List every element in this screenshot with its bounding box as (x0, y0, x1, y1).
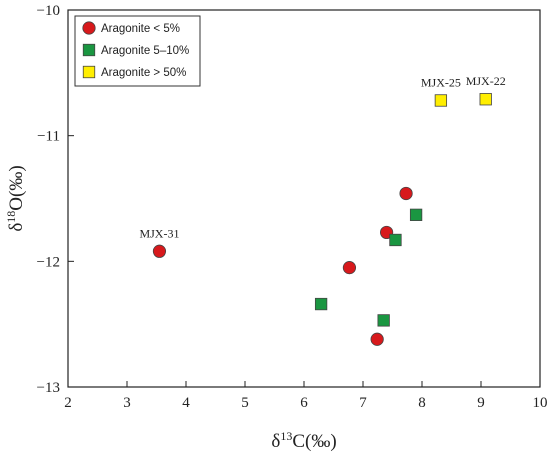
x-tick-label: 4 (182, 395, 190, 411)
y-tick-label: −11 (37, 129, 60, 145)
data-point-series-1 (370, 332, 384, 346)
data-point-series-2 (389, 233, 402, 247)
x-tick-label: 3 (123, 395, 131, 411)
legend-swatch-1 (82, 21, 96, 35)
data-point-series-3 (479, 93, 492, 106)
legend-label: Aragonite 5–10% (101, 45, 189, 57)
legend-label: Aragonite > 50% (101, 67, 186, 79)
data-point-series-3 (434, 94, 448, 107)
data-point-series-1 (152, 244, 167, 258)
x-axis-title-sup: 13 (280, 429, 292, 443)
legend-box (74, 15, 201, 87)
axis-titles: δ13C(‰) δ18O(‰) (4, 165, 337, 452)
x-tick-label: 6 (300, 395, 308, 411)
x-tick-label: 5 (241, 395, 249, 411)
y-axis-title-prefix: δ (6, 223, 27, 232)
legend-label: Aragonite < 5% (101, 23, 180, 35)
data-point-series-1 (399, 186, 413, 201)
point-annotation: MJX-31 (139, 226, 179, 240)
point-annotation: MJX-22 (466, 74, 506, 88)
y-axis-title-sup: 18 (4, 211, 18, 223)
y-tick-label: −12 (37, 254, 60, 270)
x-tick-label: 7 (359, 395, 367, 411)
data-point-series-2 (377, 314, 390, 327)
x-axis-title: δ13C(‰) (271, 429, 336, 452)
ticks-layer: 2 3 4 5 6 7 8 9 10 −10 −11 −12 −13 (37, 3, 548, 411)
x-tick-label: 10 (533, 395, 548, 411)
y-tick-label: −10 (37, 3, 60, 19)
points-layer (152, 93, 492, 346)
annotations-layer: MJX-31 MJX-25 MJX-22 (139, 74, 505, 240)
y-axis-title: δ18O(‰) (4, 165, 27, 231)
x-axis-title-suffix: C(‰) (292, 431, 336, 452)
legend-swatch-3 (82, 65, 96, 79)
y-tick-label: −13 (37, 380, 60, 396)
x-tick-label: 8 (418, 395, 426, 411)
y-axis-title-suffix: O(‰) (6, 165, 27, 210)
data-point-series-2 (314, 297, 328, 311)
data-point-series-1 (342, 261, 357, 275)
data-point-series-2 (409, 208, 423, 221)
legend: Aragonite < 5% Aragonite 5–10% Aragonite >… (74, 15, 201, 87)
point-annotation: MJX-25 (421, 75, 461, 89)
x-tick-label: 9 (477, 395, 485, 411)
x-axis-title-prefix: δ (271, 431, 280, 452)
x-tick-label: 2 (64, 395, 72, 411)
legend-swatch-2 (82, 43, 96, 57)
